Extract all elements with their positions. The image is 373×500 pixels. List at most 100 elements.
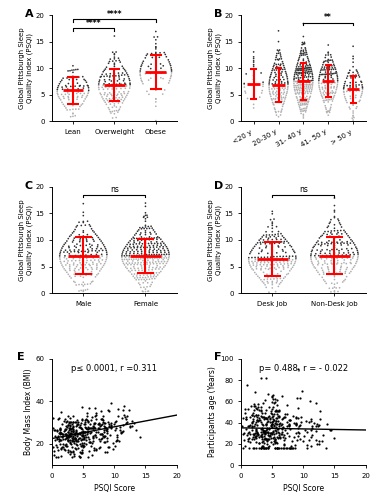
Point: [332, 252, 338, 260]
Point: [278, 55, 284, 63]
Point: [278, 274, 283, 282]
Point: [254, 413, 260, 421]
Point: [89, 439, 95, 447]
Point: [305, 76, 311, 84]
Point: [272, 438, 278, 446]
Point: [342, 95, 348, 103]
Point: [325, 84, 331, 92]
Point: [293, 430, 299, 438]
Point: [266, 84, 272, 92]
Point: [269, 208, 275, 216]
Point: [155, 271, 161, 279]
Point: [323, 420, 329, 428]
Point: [60, 242, 66, 250]
Point: [251, 406, 257, 413]
Point: [113, 437, 119, 445]
Point: [341, 277, 347, 285]
Point: [70, 426, 76, 434]
Point: [285, 86, 291, 94]
Point: [319, 274, 325, 281]
Point: [258, 432, 264, 440]
Point: [159, 250, 164, 258]
Point: [63, 440, 69, 448]
Point: [274, 256, 280, 264]
Point: [246, 258, 252, 266]
Point: [275, 444, 280, 452]
Point: [256, 236, 262, 244]
Point: [349, 265, 355, 273]
Point: [137, 240, 142, 248]
Point: [258, 418, 264, 426]
Point: [308, 258, 314, 266]
Point: [67, 264, 73, 272]
Point: [97, 76, 103, 84]
Point: [300, 77, 305, 85]
Point: [276, 68, 282, 76]
Point: [323, 108, 329, 116]
Point: [265, 250, 271, 258]
Point: [116, 106, 122, 114]
Point: [297, 435, 303, 443]
Point: [285, 262, 291, 270]
Point: [316, 82, 322, 90]
Point: [308, 248, 314, 256]
Point: [67, 232, 73, 240]
Point: [294, 69, 300, 77]
Point: [303, 47, 309, 55]
Point: [300, 84, 306, 92]
Point: [303, 82, 309, 90]
Point: [249, 258, 255, 266]
Point: [82, 428, 88, 436]
Point: [296, 65, 302, 73]
Point: [307, 94, 313, 102]
Point: [142, 285, 148, 293]
Point: [283, 256, 289, 264]
Point: [302, 86, 308, 94]
Point: [253, 270, 259, 278]
Point: [354, 246, 360, 254]
Point: [163, 69, 169, 77]
Point: [78, 261, 84, 269]
Point: [144, 271, 150, 279]
Point: [104, 92, 110, 100]
Point: [278, 430, 284, 438]
Point: [300, 70, 306, 78]
Point: [295, 74, 301, 82]
Point: [252, 428, 258, 436]
Point: [341, 85, 347, 93]
Point: [91, 237, 97, 245]
Point: [314, 246, 320, 254]
Point: [310, 422, 316, 430]
Point: [145, 287, 151, 295]
Point: [160, 62, 166, 70]
Point: [324, 254, 330, 262]
Point: [107, 108, 113, 116]
Point: [59, 420, 65, 428]
Point: [115, 108, 121, 116]
Point: [360, 84, 366, 92]
Point: [341, 226, 347, 234]
Point: [123, 242, 129, 250]
Point: [73, 223, 79, 231]
Point: [125, 257, 131, 265]
Point: [153, 56, 159, 64]
Point: [256, 403, 261, 411]
Point: [65, 234, 71, 242]
Point: [276, 27, 282, 35]
Point: [280, 274, 286, 282]
Point: [263, 284, 269, 292]
Point: [288, 265, 294, 273]
Point: [64, 106, 70, 114]
Point: [53, 441, 59, 449]
Point: [153, 36, 159, 44]
Point: [274, 88, 280, 96]
Point: [115, 436, 120, 444]
Point: [116, 73, 122, 81]
Point: [299, 84, 305, 92]
Point: [293, 90, 299, 98]
Text: ****: ****: [86, 19, 101, 28]
Point: [269, 398, 275, 406]
Point: [261, 279, 267, 287]
Point: [116, 69, 122, 77]
Point: [269, 392, 275, 400]
